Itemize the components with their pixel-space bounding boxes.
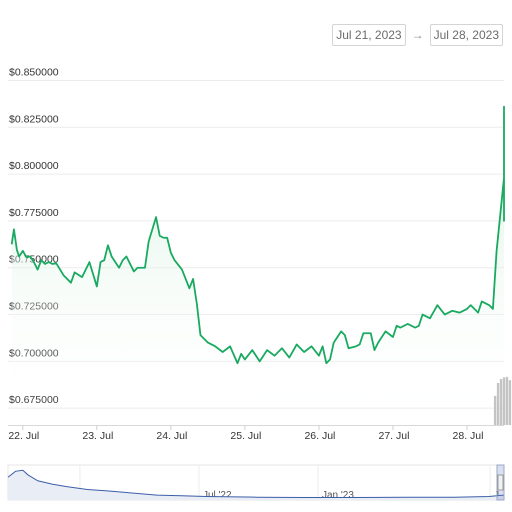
price-line — [10, 105, 505, 365]
range-end-input[interactable]: Jul 28, 2023 — [429, 24, 503, 46]
range-start-input[interactable]: Jul 21, 2023 — [332, 24, 406, 46]
y-tick-label: $0.775000 — [9, 207, 59, 219]
navigator-line — [7, 469, 505, 499]
volume-bar — [502, 377, 506, 425]
y-tick-label: $0.800000 — [9, 160, 59, 172]
navigator-tick-label: Jul '22 — [203, 490, 232, 501]
x-tick-label: 25. Jul — [230, 430, 261, 442]
x-tick-label: 23. Jul — [82, 430, 113, 442]
y-tick-label: $0.825000 — [9, 113, 59, 125]
volume-bar — [493, 395, 497, 425]
navigator-tick-label: Jan '23 — [322, 490, 354, 501]
volume-bar — [505, 376, 509, 425]
volume-bar — [499, 379, 503, 425]
y-tick-label: $0.850000 — [9, 66, 59, 78]
x-tick-label: 22. Jul — [8, 430, 39, 442]
date-range-selector: Jul 21, 2023 → Jul 28, 2023 — [332, 24, 503, 46]
x-tick-label: 24. Jul — [156, 430, 187, 442]
x-tick-label: 26. Jul — [304, 430, 335, 442]
volume-bar — [496, 383, 500, 425]
range-arrow-icon: → — [411, 28, 424, 42]
navigator-handle[interactable] — [497, 474, 504, 491]
x-tick-label: 27. Jul — [378, 430, 409, 442]
volume-bar — [508, 380, 512, 425]
x-tick-label: 28. Jul — [453, 430, 484, 442]
navigator-area — [8, 470, 504, 500]
price-area — [11, 106, 505, 426]
